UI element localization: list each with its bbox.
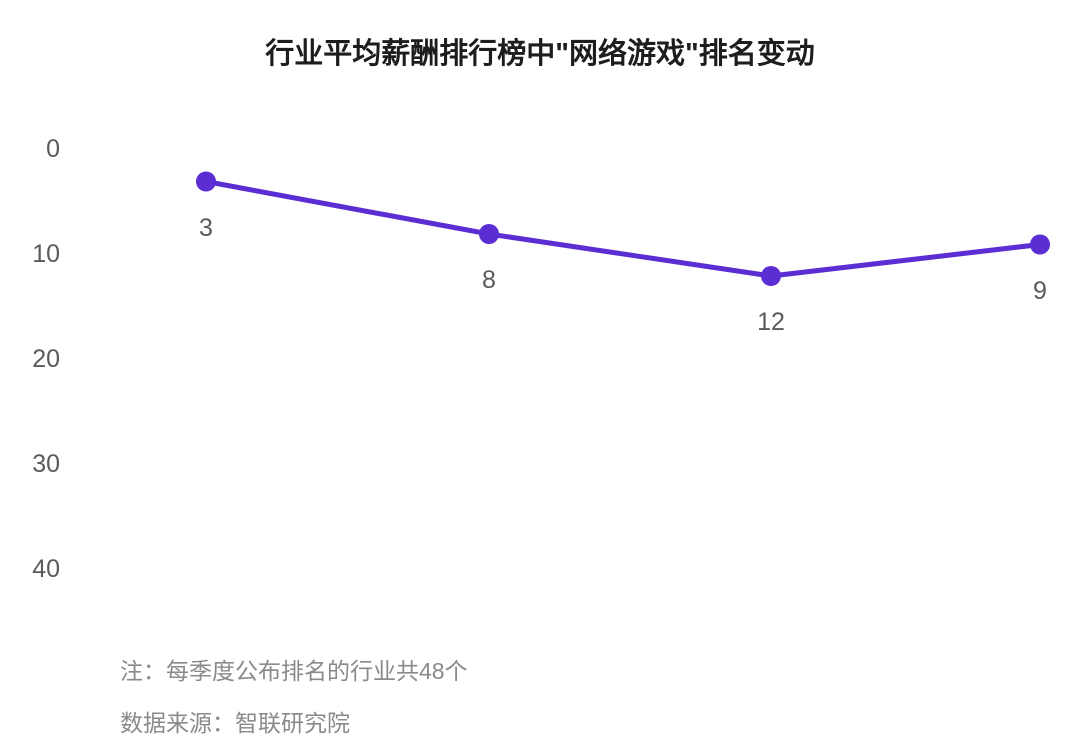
series-marker: [1030, 235, 1050, 255]
chart-container: 行业平均薪酬排行榜中"网络游戏"排名变动 注：每季度公布排名的行业共48个 数据…: [0, 0, 1080, 748]
line-plot: [0, 0, 1080, 748]
data-point-label: 9: [1010, 277, 1070, 306]
footnote-line-1: 注：每季度公布排名的行业共48个: [120, 652, 468, 686]
y-axis-tick-label: 10: [0, 240, 60, 269]
series-marker: [196, 172, 216, 192]
y-axis-tick-label: 20: [0, 345, 60, 374]
data-point-label: 12: [741, 308, 801, 337]
series-marker: [479, 224, 499, 244]
data-point-label: 8: [459, 266, 519, 295]
y-axis-tick-label: 0: [0, 135, 60, 164]
data-point-label: 3: [176, 214, 236, 243]
footnote-line-2: 数据来源：智联研究院: [120, 704, 350, 738]
series-marker: [761, 266, 781, 286]
series-line: [206, 182, 1040, 277]
y-axis-tick-label: 30: [0, 450, 60, 479]
y-axis-tick-label: 40: [0, 555, 60, 584]
